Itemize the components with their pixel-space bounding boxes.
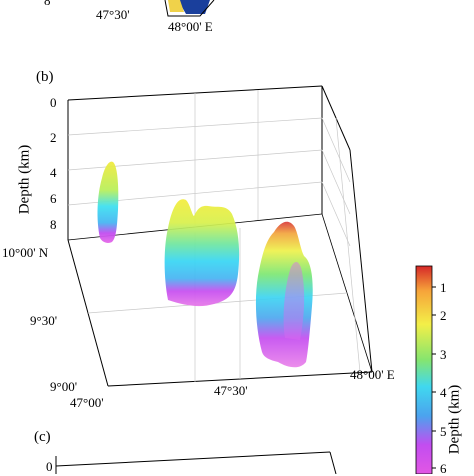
- z-axis-title: Depth (km): [16, 144, 33, 215]
- top-panel-colored-patch: [178, 0, 210, 14]
- lat-tick-9-00: 9°00': [50, 379, 78, 394]
- panel-c-partial-tick: 0: [46, 459, 53, 474]
- z-tick-6: 6: [50, 191, 57, 206]
- box-edge: [349, 149, 373, 373]
- top-panel-lon-label-mid: 47°30': [96, 7, 130, 22]
- panel-c-box-edge: [55, 451, 331, 467]
- top-panel-remnant: [164, 0, 215, 17]
- panel-b-depth-bodies: [97, 161, 313, 368]
- depth-body-1: [97, 161, 119, 243]
- lat-tick-9-30: 9°30': [30, 313, 58, 328]
- colorbar-tick-5: 5: [440, 424, 447, 439]
- top-panel-frame-edge: [164, 0, 215, 17]
- panel-c-box-edge: [329, 451, 337, 474]
- panel-b-label: (b): [36, 69, 54, 85]
- z-tick-0: 0: [50, 95, 57, 110]
- top-panel-colored-patch-2: [168, 0, 184, 12]
- z-tick-2: 2: [50, 130, 57, 145]
- lon-tick-48-00: 48°00' E: [350, 367, 395, 382]
- colorbar-tick-3: 3: [440, 347, 447, 362]
- depth-body-2: [164, 199, 240, 307]
- top-panel-partial-tick: 8: [44, 0, 51, 8]
- colorbar-tick-2: 2: [440, 308, 447, 323]
- z-tick-4: 4: [50, 165, 57, 180]
- top-panel-lon-label-right: 48°00' E: [168, 19, 213, 34]
- panel-c-remnant: [55, 451, 337, 474]
- colorbar-tick-6: 6: [440, 461, 447, 476]
- depth-body-3: [255, 221, 313, 368]
- panel-c-label: (c): [34, 429, 51, 445]
- lat-tick-10-00: 10°00' N: [2, 245, 49, 260]
- colorbar-tick-1: 1: [440, 280, 447, 295]
- depth-body-3-inner: [283, 261, 305, 340]
- lon-tick-47-30: 47°30': [214, 383, 248, 398]
- z-tick-8: 8: [50, 217, 57, 232]
- lon-tick-47-00: 47°00': [70, 395, 104, 410]
- colorbar-title: Depth (km): [446, 384, 463, 455]
- colorbar: [415, 265, 436, 474]
- colorbar-gradient: [415, 265, 433, 474]
- colorbar-tick-4: 4: [440, 385, 447, 400]
